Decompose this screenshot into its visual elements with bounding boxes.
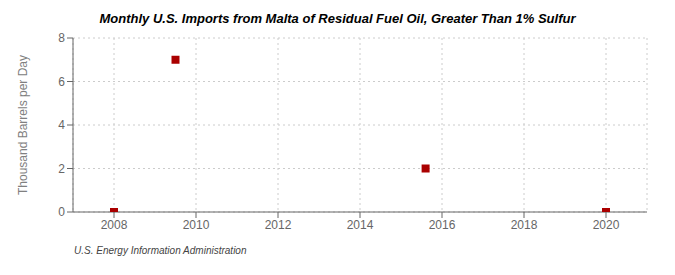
svg-text:2008: 2008 — [101, 218, 128, 232]
svg-text:4: 4 — [58, 118, 65, 132]
html-text:U.S. Energy Information Admini: U.S. Energy Information Administration — [74, 245, 247, 256]
svg-text:6: 6 — [58, 75, 65, 89]
svg-text:8: 8 — [58, 31, 65, 45]
svg-text:2014: 2014 — [347, 218, 374, 232]
svg-text:2018: 2018 — [511, 218, 538, 232]
svg-text:2: 2 — [58, 162, 65, 176]
svg-text:2010: 2010 — [183, 218, 210, 232]
html-text:Monthly U.S. Imports from Malt: Monthly U.S. Imports from Malta of Resid… — [99, 11, 576, 26]
svg-text:Thousand Barrels per Day: Thousand Barrels per Day — [16, 55, 30, 195]
svg-text:2016: 2016 — [429, 218, 456, 232]
svg-text:2020: 2020 — [593, 218, 620, 232]
svg-text:2012: 2012 — [265, 218, 292, 232]
svg-text:0: 0 — [58, 205, 65, 219]
